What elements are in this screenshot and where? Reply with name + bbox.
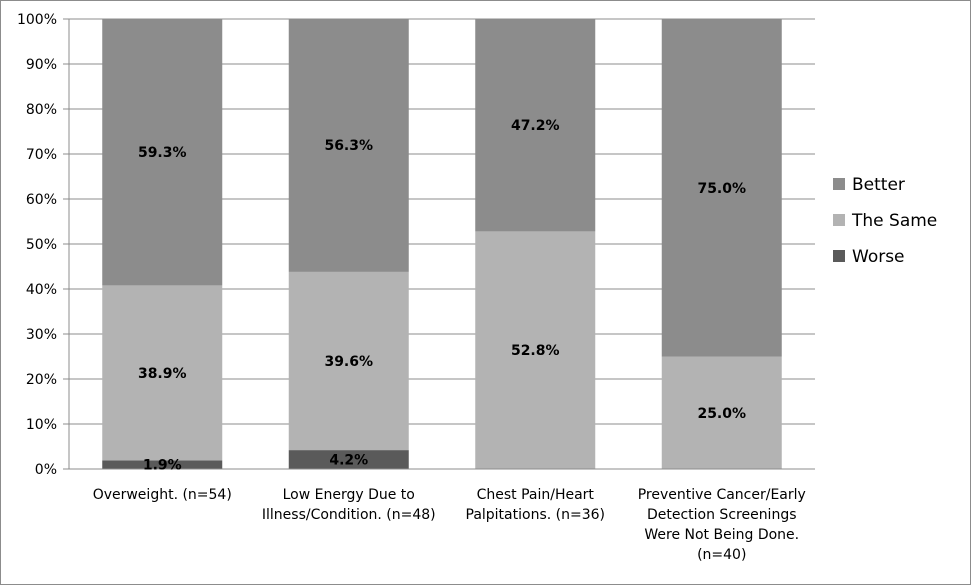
y-tick-label: 80% [26, 102, 57, 118]
y-tick-label: 90% [26, 57, 57, 73]
data-label: 1.9% [143, 458, 182, 474]
data-label: 59.3% [138, 145, 187, 161]
x-category-label-line: Detection Screenings [647, 507, 797, 523]
bar-segment-the-same [475, 231, 596, 469]
data-label: 56.3% [324, 138, 373, 154]
x-category-label-line: Illness/Condition. (n=48) [262, 507, 436, 523]
bar-segment-better [102, 18, 223, 286]
bar-segment-worse [288, 450, 409, 469]
bar-segment-the-same [661, 356, 782, 469]
data-label: 52.8% [511, 343, 560, 359]
x-category-label: Chest Pain/Heart Palpitations. (n=36) [466, 487, 605, 523]
y-tick-label: 30% [26, 327, 57, 343]
legend-label: Worse [852, 247, 905, 267]
x-category-label: Preventive Cancer/Early Detection Screeni… [638, 487, 806, 563]
data-label: 39.6% [324, 354, 373, 370]
x-category-label: Overweight. (n=54) [93, 487, 232, 503]
bar-segment-better [661, 19, 782, 357]
y-tick-label: 0% [35, 462, 57, 478]
y-tick-label: 70% [26, 147, 57, 163]
x-category-label-line: Were Not Being Done. [644, 527, 799, 543]
x-category-label-line: Preventive Cancer/Early [638, 487, 806, 503]
bar-segment-better [288, 18, 409, 272]
x-category-label-line: Low Energy Due to [283, 487, 415, 503]
data-label: 38.9% [138, 366, 187, 382]
data-label: 4.2% [329, 453, 368, 469]
y-tick-label: 40% [26, 282, 57, 298]
x-category-label-line: (n=40) [697, 547, 746, 563]
x-category-labels: Overweight. (n=54) Low Energy Due to Illne… [93, 487, 806, 563]
axes [63, 18, 815, 470]
y-tick-label: 10% [26, 417, 57, 433]
bars [102, 18, 782, 469]
legend-label: The Same [851, 211, 937, 231]
bar-segment-worse [102, 460, 223, 469]
legend-swatch-worse [833, 250, 845, 262]
y-tick-label: 100% [17, 12, 57, 28]
legend-swatch-the-same [833, 214, 845, 226]
data-label: 47.2% [511, 118, 560, 134]
data-label: 25.0% [697, 406, 746, 422]
x-category-label-line: Chest Pain/Heart [477, 487, 595, 503]
legend-swatch-better [833, 178, 845, 190]
bar-segment-the-same [102, 285, 223, 461]
legend-label: Better [852, 175, 905, 195]
y-tick-label: 60% [26, 192, 57, 208]
x-category-label: Low Energy Due to Illness/Condition. (n=4… [262, 487, 436, 523]
y-tick-label: 50% [26, 237, 57, 253]
y-tick-labels: 0% 10% 20% 30% 40% 50% 60% 70% 80% 90% 100% [17, 12, 57, 478]
y-tick-label: 20% [26, 372, 57, 388]
x-category-label-line: Overweight. (n=54) [93, 487, 232, 503]
bar-segment-better [475, 19, 596, 232]
x-category-label-line: Palpitations. (n=36) [466, 507, 605, 523]
bar-segment-the-same [288, 271, 409, 451]
legend: Better The Same Worse [833, 175, 937, 267]
data-labels: 1.9% 38.9% 59.3% 4.2% 39.6% 56.3% 52.8% 47.2% 25… [138, 118, 746, 474]
data-label: 75.0% [697, 181, 746, 197]
